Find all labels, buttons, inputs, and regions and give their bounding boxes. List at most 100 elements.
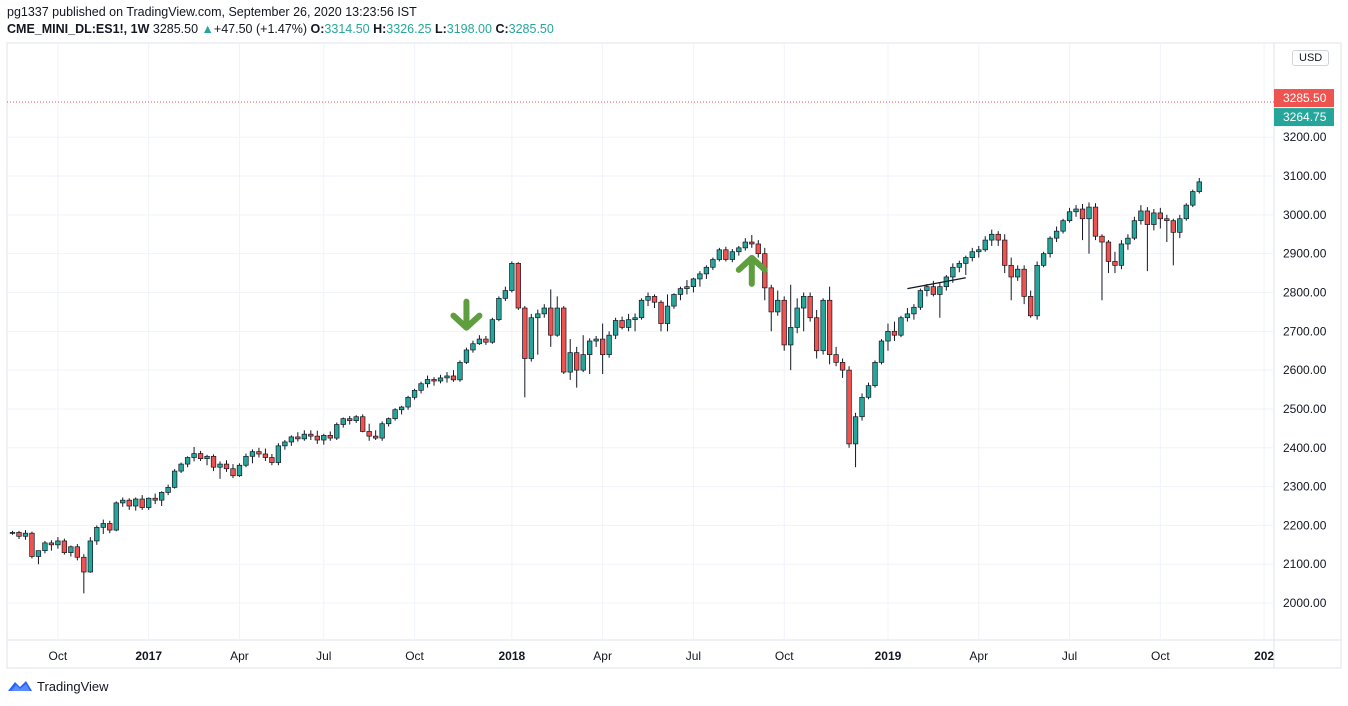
candle-body: [165, 487, 171, 493]
candle-body: [820, 299, 826, 352]
candle-body: [768, 287, 774, 313]
candle-body: [1118, 243, 1125, 266]
candle-body: [671, 294, 677, 307]
candle-body: [405, 396, 411, 408]
candle-body: [917, 290, 924, 308]
candle-body: [697, 273, 703, 280]
y-tick-label: 2600.00: [1283, 363, 1327, 377]
candle-body: [878, 340, 885, 363]
candle-body: [126, 499, 132, 507]
y-tick-label: 3000.00: [1283, 208, 1327, 222]
publish-info: pg1337 published on TradingView.com, Sep…: [7, 5, 417, 19]
candle-body: [924, 286, 930, 291]
candle-body: [937, 286, 943, 295]
candle-body: [120, 499, 126, 504]
candle-body: [677, 288, 684, 295]
candle-body: [496, 297, 502, 321]
candle-body: [567, 352, 573, 373]
candle-body: [606, 334, 612, 355]
candle-body: [113, 502, 119, 531]
candle-body: [956, 263, 962, 268]
price-label-box: [1274, 108, 1334, 127]
candle-body: [61, 540, 68, 553]
candle-body: [282, 441, 288, 447]
candle-body: [632, 317, 638, 321]
candle-body: [528, 317, 534, 359]
x-tick-label: Apr: [969, 649, 988, 663]
candle-body: [133, 498, 139, 507]
candle-body: [1079, 208, 1086, 220]
price-label-text: 3264.75: [1283, 110, 1327, 124]
candle-body: [398, 406, 405, 411]
chart-frame: [6, 42, 1342, 669]
y-tick-label: 2300.00: [1283, 480, 1327, 494]
x-tick-label: Jul: [1062, 649, 1077, 663]
candle-body: [826, 299, 833, 355]
x-tick-label: 202: [1254, 649, 1274, 663]
candle-body: [865, 385, 872, 398]
candle-body: [872, 362, 878, 387]
candle-body: [794, 307, 800, 328]
candle-body: [301, 433, 307, 440]
candle-body: [989, 233, 995, 241]
candle-body: [457, 362, 463, 381]
candle-body: [178, 463, 184, 472]
candle-body: [1196, 181, 1202, 192]
y-tick-label: 2500.00: [1283, 402, 1327, 416]
x-tick-label: Jul: [316, 649, 331, 663]
candle-body: [580, 354, 586, 371]
candle-body: [269, 457, 275, 463]
candle-body: [9, 532, 16, 534]
candle-body: [35, 550, 42, 557]
x-tick-label: Oct: [405, 649, 424, 663]
candle-body: [1086, 206, 1092, 220]
footer-brand-label: TradingView: [37, 678, 109, 694]
candle-body: [171, 470, 178, 488]
x-tick-label: Apr: [230, 649, 249, 663]
candle-body: [483, 338, 489, 343]
candle-body: [81, 556, 87, 573]
candle-body: [859, 396, 865, 418]
candle-body: [152, 497, 158, 501]
high-value: 3326.25: [386, 22, 432, 36]
candle-body: [236, 464, 243, 477]
candle-body: [243, 455, 249, 466]
candle-body: [295, 436, 301, 440]
candle-body: [891, 330, 898, 336]
candle-body: [418, 383, 424, 391]
candle-body: [249, 451, 256, 457]
candle-body: [638, 299, 645, 319]
candle-body: [904, 313, 911, 319]
candle-body: [470, 343, 476, 351]
candle-body: [100, 523, 106, 528]
candle-body: [522, 307, 528, 359]
candle-body: [373, 435, 379, 439]
currency-button[interactable]: USD: [1292, 50, 1330, 66]
candle-body: [755, 243, 761, 255]
candle-body: [788, 327, 794, 346]
candle-body: [1190, 191, 1196, 206]
candle-body: [256, 451, 262, 455]
candle-body: [664, 305, 671, 324]
candle-body: [839, 362, 846, 371]
candle-body: [1157, 212, 1163, 220]
candle-body: [833, 354, 839, 363]
candle-body: [223, 463, 230, 470]
footer-brand[interactable]: TradingView: [7, 678, 109, 694]
candle-body: [314, 435, 320, 441]
candle-body: [204, 455, 210, 459]
candle-body: [645, 296, 651, 301]
candle-body: [1170, 220, 1176, 233]
candle-body: [651, 296, 658, 303]
x-tick-label: 2019: [875, 649, 902, 663]
candle-body: [159, 492, 165, 501]
symbol-label[interactable]: CME_MINI_DL:ES1!, 1W: [7, 22, 150, 36]
candle-body: [366, 431, 372, 437]
candle-body: [1183, 204, 1189, 220]
candle-body: [308, 433, 314, 437]
candle-body: [1112, 261, 1118, 266]
x-tick-label: Oct: [775, 649, 794, 663]
candle-body: [574, 352, 580, 371]
y-tick-label: 2900.00: [1283, 247, 1327, 261]
